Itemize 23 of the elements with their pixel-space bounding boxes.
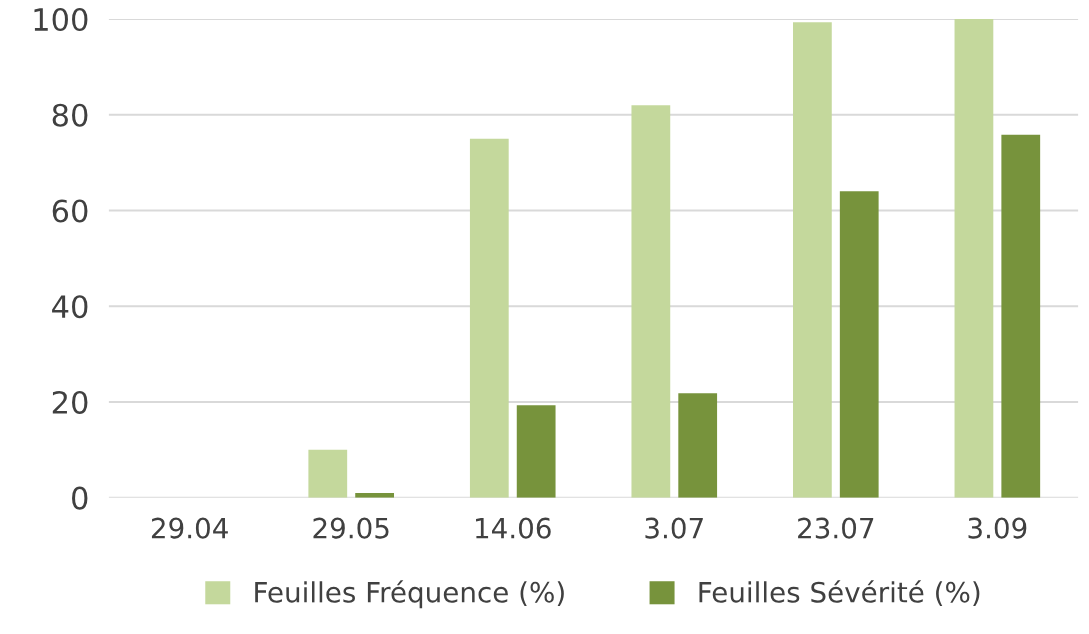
x-tick-label: 29.05 (313, 517, 389, 539)
y-tick-label: 60 (52, 199, 88, 223)
bar (631, 105, 671, 498)
y-tick-label: 100 (34, 7, 88, 32)
legend-label: Feuilles Sévérité (%) (699, 580, 980, 607)
y-tick-label: 80 (52, 103, 88, 127)
x-tick-label: 29.04 (151, 517, 228, 539)
bar (678, 393, 718, 498)
bar (839, 191, 879, 498)
y-tick-label: 20 (52, 390, 88, 414)
x-tick-label: 3.09 (968, 517, 1027, 539)
bar (308, 449, 348, 498)
x-tick-label: 23.07 (798, 517, 874, 539)
bar (516, 405, 556, 498)
x-tick-label: 3.07 (645, 517, 703, 539)
y-tick-label: 40 (52, 295, 88, 319)
bar (469, 138, 509, 498)
x-tick-label: 14.06 (476, 517, 551, 539)
legend-label: Feuilles Fréquence (%) (255, 580, 564, 609)
bar (793, 22, 832, 498)
bar (954, 19, 994, 498)
y-tick-label: 0 (72, 486, 88, 510)
bar (1001, 134, 1041, 498)
